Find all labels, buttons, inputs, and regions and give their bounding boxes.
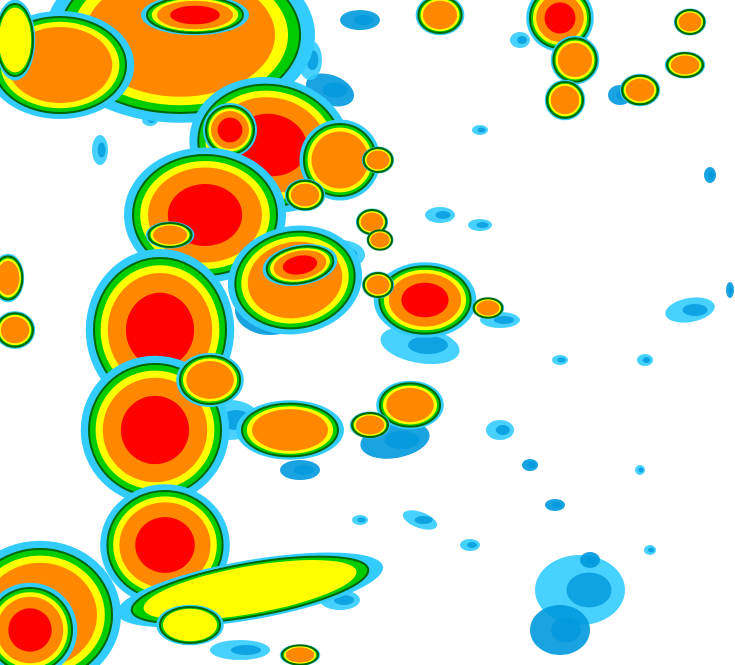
echo-heavy bbox=[186, 361, 234, 399]
storm-cell bbox=[0, 253, 25, 303]
echo-heavy bbox=[386, 387, 434, 423]
light-echo-core bbox=[408, 336, 448, 354]
light-echo-core bbox=[551, 617, 581, 643]
echo-intense bbox=[544, 2, 576, 34]
light-echo-core bbox=[566, 572, 612, 608]
light-echo-core bbox=[97, 142, 106, 158]
storm-cell bbox=[361, 271, 395, 299]
echo-heavy bbox=[476, 300, 500, 316]
storm-cell bbox=[376, 380, 444, 430]
storm-cell bbox=[0, 311, 36, 349]
echo-heavy bbox=[311, 131, 369, 189]
echo-intense bbox=[401, 282, 449, 318]
storm-layer bbox=[0, 0, 707, 665]
light-echo-core bbox=[357, 517, 366, 523]
echo-intense bbox=[217, 117, 243, 143]
light-echo-core bbox=[708, 171, 715, 179]
echo-heavy bbox=[557, 42, 593, 78]
storm-cell bbox=[349, 411, 391, 439]
storm-cell bbox=[471, 297, 505, 319]
storm-cell bbox=[299, 119, 381, 201]
light-echo-core bbox=[384, 431, 420, 449]
storm-cell bbox=[619, 73, 661, 107]
light-echo-core bbox=[435, 211, 451, 219]
echo-intense bbox=[125, 292, 195, 368]
echo-heavy bbox=[678, 12, 702, 32]
light-echo-core bbox=[322, 82, 348, 98]
light-echo-core bbox=[476, 222, 489, 228]
echo-strong bbox=[0, 7, 32, 73]
storm-cell bbox=[0, 0, 36, 81]
storm-cell bbox=[236, 400, 344, 460]
echo-heavy bbox=[360, 212, 384, 232]
storm-cell bbox=[156, 604, 224, 646]
storm-cell bbox=[279, 644, 321, 665]
light-echo-core bbox=[494, 316, 514, 324]
light-echo-core bbox=[682, 304, 708, 316]
echo-heavy bbox=[0, 260, 20, 296]
echo-intense bbox=[282, 255, 318, 275]
light-echo-core bbox=[557, 357, 566, 363]
storm-cell bbox=[361, 146, 395, 174]
echo-heavy bbox=[625, 78, 655, 102]
echo-heavy bbox=[152, 225, 188, 245]
light-echo-core bbox=[334, 595, 354, 605]
light-echo-core bbox=[414, 516, 433, 524]
storm-cell bbox=[0, 582, 78, 665]
storm-cell bbox=[550, 35, 600, 85]
light-echo-core bbox=[642, 357, 651, 363]
storm-cell bbox=[366, 229, 394, 251]
light-echo-core bbox=[517, 36, 527, 44]
storm-cell bbox=[176, 353, 244, 407]
echo-intense bbox=[8, 608, 52, 652]
light-echo-core bbox=[354, 15, 374, 25]
light-echo-core bbox=[648, 547, 655, 553]
light-echo-core bbox=[231, 645, 261, 655]
storm-cell bbox=[141, 0, 249, 36]
echo-strong bbox=[163, 608, 217, 642]
light-echo-core bbox=[467, 542, 477, 548]
echo-heavy bbox=[550, 85, 580, 115]
echo-heavy bbox=[370, 232, 390, 248]
echo-heavy bbox=[290, 183, 320, 207]
echo-heavy bbox=[0, 316, 30, 344]
storm-cell bbox=[544, 79, 586, 121]
storm-cell bbox=[373, 262, 477, 338]
light-echo-core bbox=[638, 467, 644, 473]
light-echo-core bbox=[294, 465, 314, 475]
light-echo-core bbox=[527, 462, 536, 468]
echo-heavy bbox=[366, 150, 390, 170]
light-echo-core bbox=[552, 502, 562, 508]
echo-heavy bbox=[285, 647, 315, 663]
echo-heavy bbox=[366, 275, 390, 295]
echo-intense bbox=[135, 517, 195, 573]
storm-cell bbox=[284, 178, 326, 212]
light-echo-core bbox=[477, 127, 486, 133]
echo-heavy bbox=[252, 409, 328, 451]
storm-cell bbox=[262, 244, 338, 286]
echo-heavy bbox=[670, 55, 700, 75]
light-echo-core bbox=[587, 556, 597, 564]
echo-intense bbox=[120, 395, 190, 465]
echo-heavy bbox=[422, 0, 458, 30]
echo-heavy bbox=[355, 415, 385, 435]
storm-cell bbox=[673, 8, 707, 36]
storm-cell bbox=[203, 103, 257, 157]
echo-strong bbox=[143, 560, 357, 620]
storm-cell bbox=[415, 0, 465, 36]
echo-intense bbox=[170, 5, 220, 25]
light-echo-core bbox=[728, 286, 733, 294]
storm-cell bbox=[664, 51, 706, 79]
storm-cell bbox=[145, 221, 195, 249]
light-echo-core bbox=[495, 425, 510, 435]
